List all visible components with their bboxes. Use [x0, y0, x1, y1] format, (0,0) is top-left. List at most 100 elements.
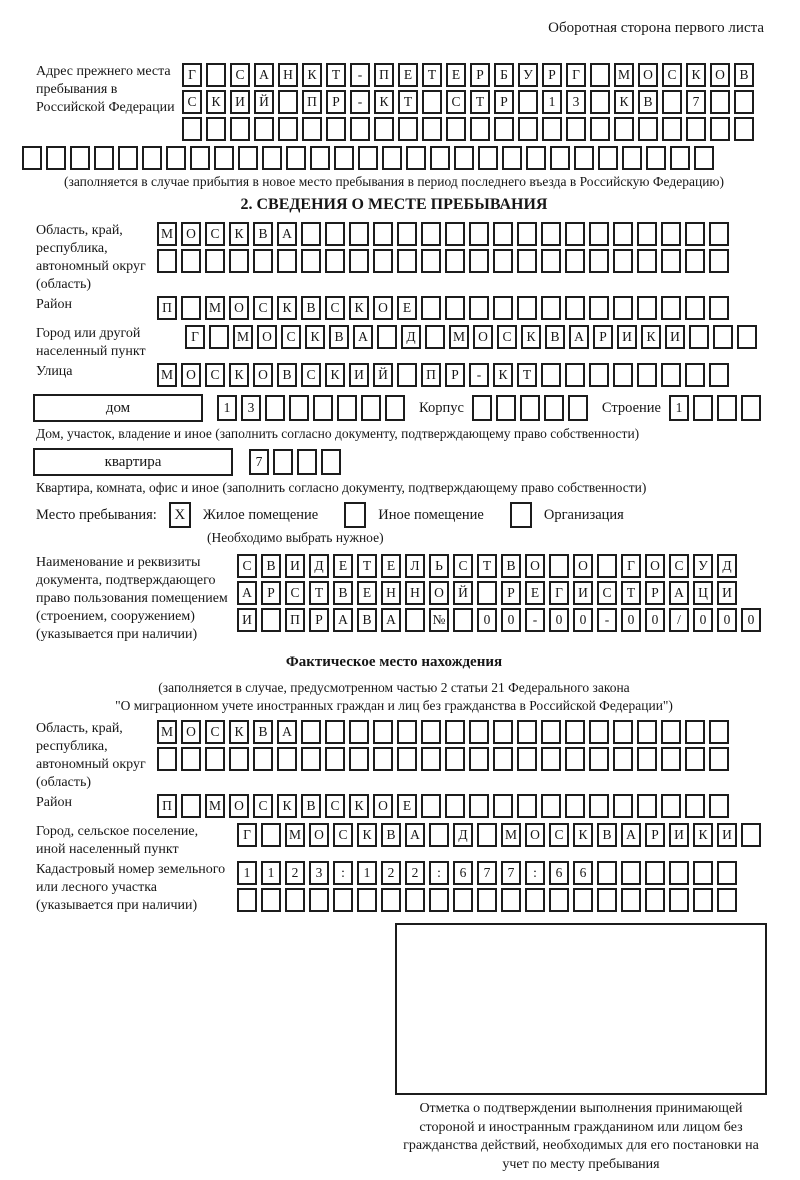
stay-option-residential: X Жилое помещение: [157, 502, 332, 528]
char-cell: М: [501, 823, 521, 847]
char-cell: [493, 720, 513, 744]
char-cell: В: [597, 823, 617, 847]
char-cell: М: [285, 823, 305, 847]
char-cell: В: [545, 325, 565, 349]
char-cell: [661, 363, 681, 387]
stroenie-label: Строение: [601, 399, 661, 416]
char-cell: [669, 861, 689, 885]
char-cell: [589, 794, 609, 818]
char-cell: Р: [542, 63, 562, 87]
char-cell: С: [237, 554, 257, 578]
char-cell: [405, 888, 425, 912]
char-cell: [430, 146, 450, 170]
char-cell: [613, 363, 633, 387]
char-cell: 3: [309, 861, 329, 885]
char-cell: С: [230, 63, 250, 87]
street-label: Улица: [36, 364, 73, 379]
char-cell: 0: [693, 608, 713, 632]
char-cell: [309, 888, 329, 912]
char-cell: Н: [405, 581, 425, 605]
actual-city-label: Город, сельское поселение, иной населенн…: [36, 824, 199, 857]
char-cell: [565, 222, 585, 246]
char-cell: И: [717, 823, 737, 847]
char-cell: [477, 581, 497, 605]
char-cell: [205, 747, 225, 771]
char-cell: С: [597, 581, 617, 605]
stamp-area: Отметка о подтверждении выполнения прини…: [395, 923, 767, 1174]
char-cell: Е: [333, 554, 353, 578]
char-cell: А: [333, 608, 353, 632]
char-cell: С: [662, 63, 682, 87]
char-cell: 0: [501, 608, 521, 632]
char-cell: [494, 117, 514, 141]
char-cell: -: [469, 363, 489, 387]
char-cell: И: [669, 823, 689, 847]
char-cell: [445, 249, 465, 273]
char-cell: С: [453, 554, 473, 578]
char-cell: М: [205, 794, 225, 818]
char-cell: [349, 222, 369, 246]
char-cell: [574, 146, 594, 170]
char-cell: К: [693, 823, 713, 847]
char-cell: [373, 720, 393, 744]
stay-type-note: (Необходимо выбрать нужное): [207, 530, 384, 545]
char-cell: -: [597, 608, 617, 632]
char-cell: [694, 146, 714, 170]
char-cell: О: [645, 554, 665, 578]
char-cell: Р: [501, 581, 521, 605]
char-cell: [385, 395, 405, 421]
char-cell: П: [157, 296, 177, 320]
char-cell: [22, 146, 42, 170]
char-cell: [685, 249, 705, 273]
char-cell: [621, 888, 641, 912]
char-cell: Д: [717, 554, 737, 578]
char-cell: [589, 222, 609, 246]
char-cell: [565, 720, 585, 744]
char-cell: Й: [373, 363, 393, 387]
char-cell: [46, 146, 66, 170]
char-cell: [237, 888, 257, 912]
char-cell: К: [349, 794, 369, 818]
char-cell: О: [229, 296, 249, 320]
char-cell: 1: [542, 90, 562, 114]
char-cell: [398, 117, 418, 141]
char-cell: [334, 146, 354, 170]
char-cell: К: [229, 720, 249, 744]
char-cell: [205, 249, 225, 273]
char-cell: [493, 794, 513, 818]
char-cell: [637, 222, 657, 246]
stay-type-row: Место пребывания: X Жилое помещение Иное…: [22, 502, 766, 528]
char-cell: [541, 720, 561, 744]
residential-label: Жилое помещение: [202, 506, 319, 523]
char-cell: [613, 249, 633, 273]
char-cell: О: [525, 554, 545, 578]
char-cell: [661, 296, 681, 320]
char-cell: 7: [477, 861, 497, 885]
char-cell: И: [349, 363, 369, 387]
char-cell: К: [573, 823, 593, 847]
char-cell: К: [614, 90, 634, 114]
char-cell: [661, 222, 681, 246]
char-cell: Р: [645, 823, 665, 847]
char-cell: [445, 720, 465, 744]
char-cell: Е: [525, 581, 545, 605]
char-cell: [397, 747, 417, 771]
char-cell: [637, 794, 657, 818]
actual-region-label: Область, край, республика, автономный ок…: [36, 721, 146, 790]
char-cell: [565, 747, 585, 771]
char-cell: С: [325, 296, 345, 320]
char-cell: К: [277, 296, 297, 320]
char-cell: [469, 720, 489, 744]
char-cell: А: [254, 63, 274, 87]
char-cell: [565, 249, 585, 273]
char-cell: 2: [381, 861, 401, 885]
char-cell: В: [333, 581, 353, 605]
char-cell: [637, 720, 657, 744]
char-cell: [422, 90, 442, 114]
char-cell: [301, 720, 321, 744]
